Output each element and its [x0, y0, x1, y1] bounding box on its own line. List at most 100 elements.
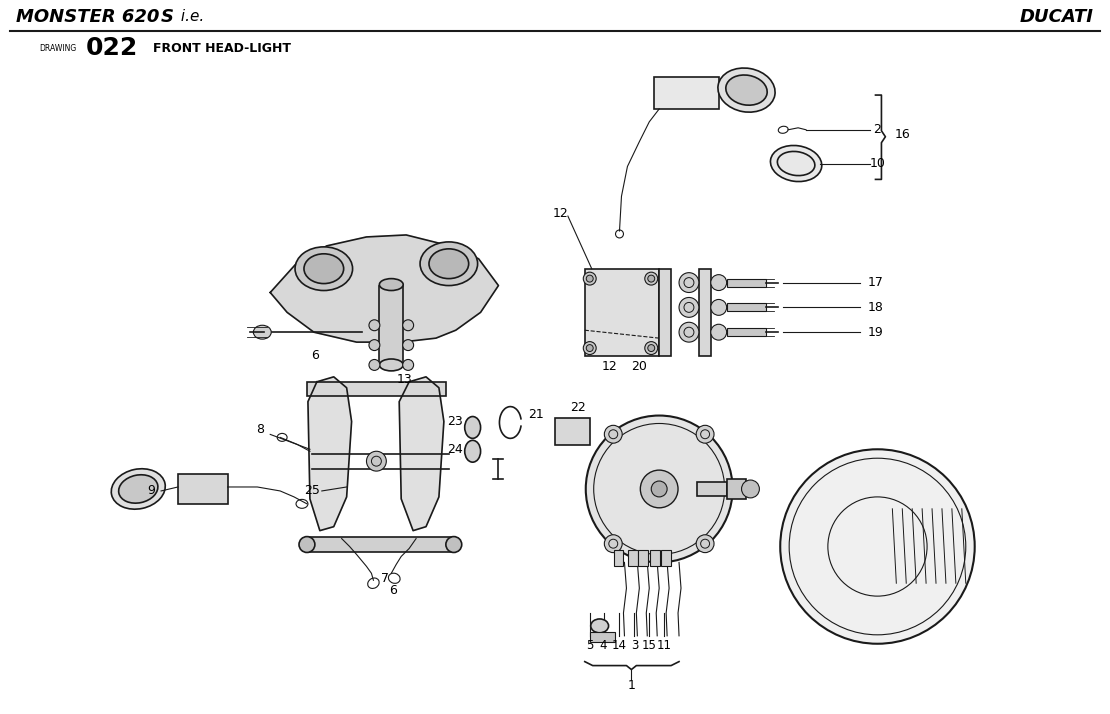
- Text: 13: 13: [396, 373, 412, 386]
- Ellipse shape: [369, 359, 380, 371]
- Text: 20: 20: [632, 361, 647, 373]
- Text: 12: 12: [553, 206, 568, 220]
- Ellipse shape: [111, 469, 165, 509]
- Ellipse shape: [446, 537, 462, 553]
- Ellipse shape: [710, 299, 727, 316]
- Ellipse shape: [640, 470, 678, 508]
- Polygon shape: [307, 377, 352, 531]
- Text: S: S: [161, 8, 174, 26]
- Bar: [654, 77, 718, 109]
- Text: DRAWING: DRAWING: [39, 44, 77, 53]
- Bar: [585, 268, 659, 356]
- Ellipse shape: [604, 535, 623, 553]
- Bar: [628, 550, 638, 566]
- Text: 6: 6: [311, 348, 319, 361]
- Bar: [614, 550, 624, 566]
- Bar: [727, 303, 766, 311]
- Ellipse shape: [583, 341, 596, 355]
- Ellipse shape: [726, 75, 767, 105]
- Bar: [659, 268, 672, 356]
- Ellipse shape: [770, 146, 821, 181]
- Ellipse shape: [586, 345, 593, 351]
- Text: 022: 022: [85, 36, 138, 61]
- Text: 14: 14: [612, 639, 627, 652]
- Text: 1: 1: [627, 679, 635, 692]
- Text: 12: 12: [602, 361, 617, 373]
- Polygon shape: [270, 235, 498, 342]
- Bar: [697, 482, 727, 496]
- Ellipse shape: [679, 298, 699, 317]
- Text: 25: 25: [304, 485, 320, 498]
- Ellipse shape: [645, 272, 658, 285]
- Text: 19: 19: [868, 326, 884, 338]
- Ellipse shape: [253, 326, 271, 339]
- Text: 8: 8: [256, 423, 264, 436]
- Ellipse shape: [780, 449, 975, 644]
- Ellipse shape: [428, 249, 468, 278]
- Ellipse shape: [366, 451, 386, 471]
- Ellipse shape: [718, 68, 775, 112]
- Ellipse shape: [119, 475, 158, 503]
- Ellipse shape: [369, 320, 380, 331]
- Text: 21: 21: [528, 408, 544, 421]
- Ellipse shape: [420, 242, 477, 286]
- Ellipse shape: [403, 359, 414, 371]
- Ellipse shape: [696, 426, 714, 443]
- Ellipse shape: [679, 273, 699, 293]
- Text: 15: 15: [642, 639, 657, 652]
- Ellipse shape: [380, 278, 403, 291]
- Text: 17: 17: [868, 276, 884, 289]
- Ellipse shape: [604, 426, 623, 443]
- Ellipse shape: [369, 340, 380, 351]
- Text: 4: 4: [599, 639, 607, 652]
- Ellipse shape: [710, 275, 727, 291]
- Ellipse shape: [304, 253, 344, 283]
- Ellipse shape: [403, 320, 414, 331]
- Ellipse shape: [679, 322, 699, 342]
- Text: MONSTER 620: MONSTER 620: [17, 8, 160, 26]
- Bar: [727, 328, 766, 336]
- Text: 10: 10: [869, 157, 886, 170]
- Ellipse shape: [696, 535, 714, 553]
- Ellipse shape: [645, 341, 658, 355]
- Text: i.e.: i.e.: [176, 9, 204, 24]
- Ellipse shape: [295, 247, 353, 291]
- Text: 3: 3: [630, 639, 638, 652]
- Text: 22: 22: [569, 401, 586, 414]
- Ellipse shape: [741, 480, 759, 498]
- Text: 23: 23: [447, 415, 463, 428]
- Ellipse shape: [299, 537, 315, 553]
- Bar: [699, 268, 710, 356]
- Bar: [638, 550, 648, 566]
- Text: 18: 18: [868, 301, 884, 314]
- Ellipse shape: [465, 416, 481, 438]
- Ellipse shape: [465, 441, 481, 462]
- Bar: [662, 550, 672, 566]
- Text: 7: 7: [382, 572, 390, 585]
- Bar: [650, 550, 660, 566]
- Ellipse shape: [586, 275, 593, 282]
- Text: 2: 2: [874, 124, 881, 136]
- Bar: [307, 537, 454, 553]
- Ellipse shape: [648, 345, 655, 351]
- Text: DUCATI: DUCATI: [1020, 8, 1093, 26]
- Bar: [555, 418, 589, 446]
- Ellipse shape: [583, 272, 596, 285]
- Bar: [727, 479, 747, 499]
- Bar: [178, 474, 228, 504]
- Ellipse shape: [591, 619, 608, 633]
- Ellipse shape: [648, 275, 655, 282]
- Ellipse shape: [710, 324, 727, 340]
- Bar: [307, 382, 446, 396]
- Text: FRONT HEAD-LIGHT: FRONT HEAD-LIGHT: [153, 42, 291, 55]
- Text: 11: 11: [657, 639, 672, 652]
- Text: 5: 5: [586, 639, 594, 652]
- Text: 9: 9: [148, 485, 155, 498]
- Text: 16: 16: [895, 129, 910, 141]
- Ellipse shape: [403, 340, 414, 351]
- Text: 24: 24: [447, 443, 463, 456]
- Bar: [727, 278, 766, 286]
- Ellipse shape: [586, 416, 733, 563]
- Bar: [380, 286, 403, 365]
- Ellipse shape: [652, 481, 667, 497]
